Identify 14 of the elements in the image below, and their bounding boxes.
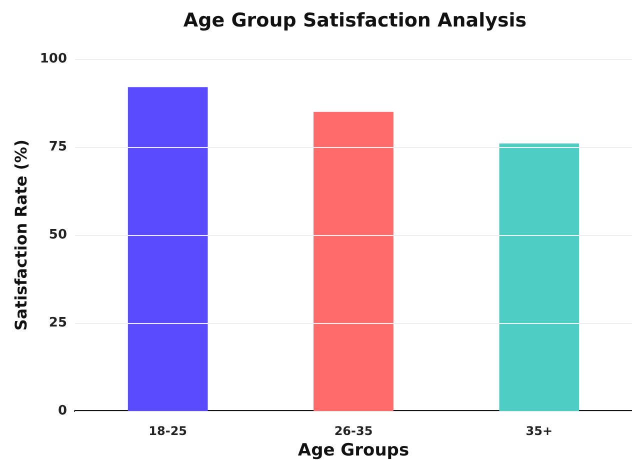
y-tick-label: 0 <box>58 404 67 419</box>
x-axis-title: Age Groups <box>298 440 410 460</box>
x-tick-label: 35+ <box>526 424 553 438</box>
x-tick-label: 26-35 <box>334 424 373 438</box>
bar <box>128 87 208 412</box>
bar <box>314 112 394 412</box>
y-tick-label: 25 <box>48 316 67 331</box>
y-tick-label: 100 <box>40 52 67 66</box>
bar <box>499 144 580 412</box>
y-axis-title: Satisfaction Rate (%) <box>11 139 30 331</box>
chart-title: Age Group Satisfaction Analysis <box>183 10 527 32</box>
y-tick-label: 75 <box>48 140 67 155</box>
x-tick-label: 18-25 <box>148 424 188 438</box>
y-tick-label: 50 <box>48 228 67 243</box>
